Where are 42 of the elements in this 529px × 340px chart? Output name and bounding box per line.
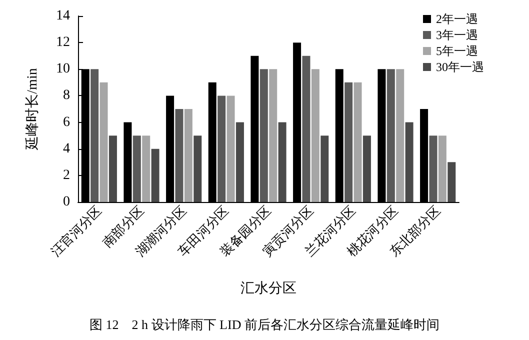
bar (151, 148, 160, 202)
y-tick-label: 14 (56, 8, 70, 24)
bar (405, 122, 414, 202)
legend-label: 30年一遇 (436, 60, 484, 74)
bar (269, 69, 278, 202)
bar (236, 122, 244, 202)
y-axis-title: 延峰时长/min (24, 68, 40, 151)
bar (302, 56, 310, 202)
legend-label: 5年一遇 (436, 44, 478, 58)
bar (218, 96, 226, 202)
bar (354, 82, 362, 202)
bar (90, 69, 99, 202)
bar (429, 136, 438, 202)
bar (175, 109, 184, 202)
bar (184, 109, 192, 202)
bar (132, 136, 141, 202)
y-tick-label: 12 (56, 35, 70, 50)
bar (226, 96, 235, 202)
bar (311, 69, 320, 202)
y-tick-label: 8 (63, 88, 70, 104)
bar (362, 136, 371, 202)
y-tick-label: 6 (63, 114, 70, 130)
y-tick-label: 2 (63, 168, 70, 183)
bar (320, 136, 329, 202)
legend-label: 3年一遇 (436, 28, 478, 42)
bar (260, 69, 268, 202)
bar (194, 136, 202, 202)
bar (396, 69, 404, 202)
bar (278, 122, 286, 202)
y-tick-label: 4 (63, 141, 70, 156)
x-axis-title: 汇水分区 (240, 280, 296, 296)
y-tick-label: 0 (63, 194, 70, 210)
legend-label: 2年一遇 (436, 12, 478, 26)
bar (142, 136, 150, 202)
bar (448, 162, 456, 202)
bar (100, 82, 108, 202)
bar (386, 69, 395, 202)
bar (344, 82, 353, 202)
y-tick-label: 10 (56, 62, 70, 77)
bar (108, 136, 117, 202)
caption: 图 12 2 h 设计降雨下 LID 前后各汇水分区综合流量延峰时间 (90, 317, 440, 332)
bar (438, 136, 446, 202)
